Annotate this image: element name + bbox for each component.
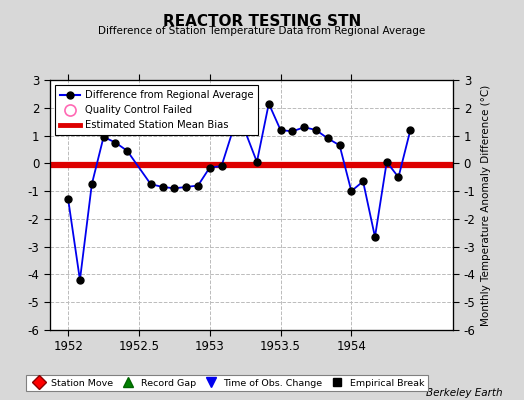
Text: Berkeley Earth: Berkeley Earth xyxy=(427,388,503,398)
Text: Difference of Station Temperature Data from Regional Average: Difference of Station Temperature Data f… xyxy=(99,26,425,36)
Legend: Difference from Regional Average, Quality Control Failed, Estimated Station Mean: Difference from Regional Average, Qualit… xyxy=(55,85,258,135)
Legend: Station Move, Record Gap, Time of Obs. Change, Empirical Break: Station Move, Record Gap, Time of Obs. C… xyxy=(26,375,428,391)
Y-axis label: Monthly Temperature Anomaly Difference (°C): Monthly Temperature Anomaly Difference (… xyxy=(481,84,491,326)
Text: REACTOR TESTING STN: REACTOR TESTING STN xyxy=(163,14,361,29)
